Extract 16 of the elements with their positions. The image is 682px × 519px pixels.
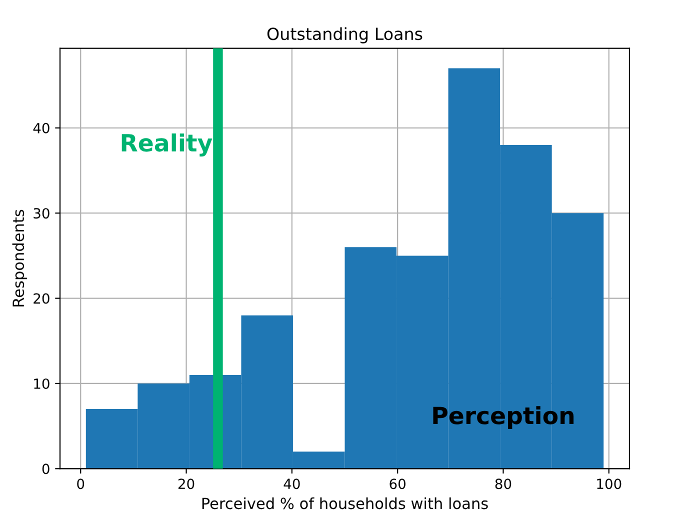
ref-line-label: Reality bbox=[122, 133, 212, 156]
y-tick-label: 10 bbox=[34, 378, 50, 389]
y-tick-label: 0 bbox=[42, 464, 50, 474]
x-tick-label: 60 bbox=[390, 478, 406, 490]
y-axis-title: Respondents bbox=[12, 210, 28, 306]
x-tick-label: 100 bbox=[597, 478, 622, 490]
x-tick-label: 0 bbox=[77, 478, 84, 490]
x-axis-title: Perceived % of households with loans bbox=[202, 497, 488, 510]
annotation: Perception bbox=[433, 406, 574, 429]
x-tick-label: 80 bbox=[495, 478, 512, 490]
x-tick-label: 40 bbox=[284, 478, 300, 490]
x-tick-label: 20 bbox=[178, 478, 194, 490]
y-tick-label: 40 bbox=[33, 122, 50, 134]
y-tick-label: 20 bbox=[34, 293, 50, 304]
y-tick-label: 30 bbox=[34, 208, 50, 219]
chart-title: Outstanding Loans bbox=[267, 27, 422, 44]
